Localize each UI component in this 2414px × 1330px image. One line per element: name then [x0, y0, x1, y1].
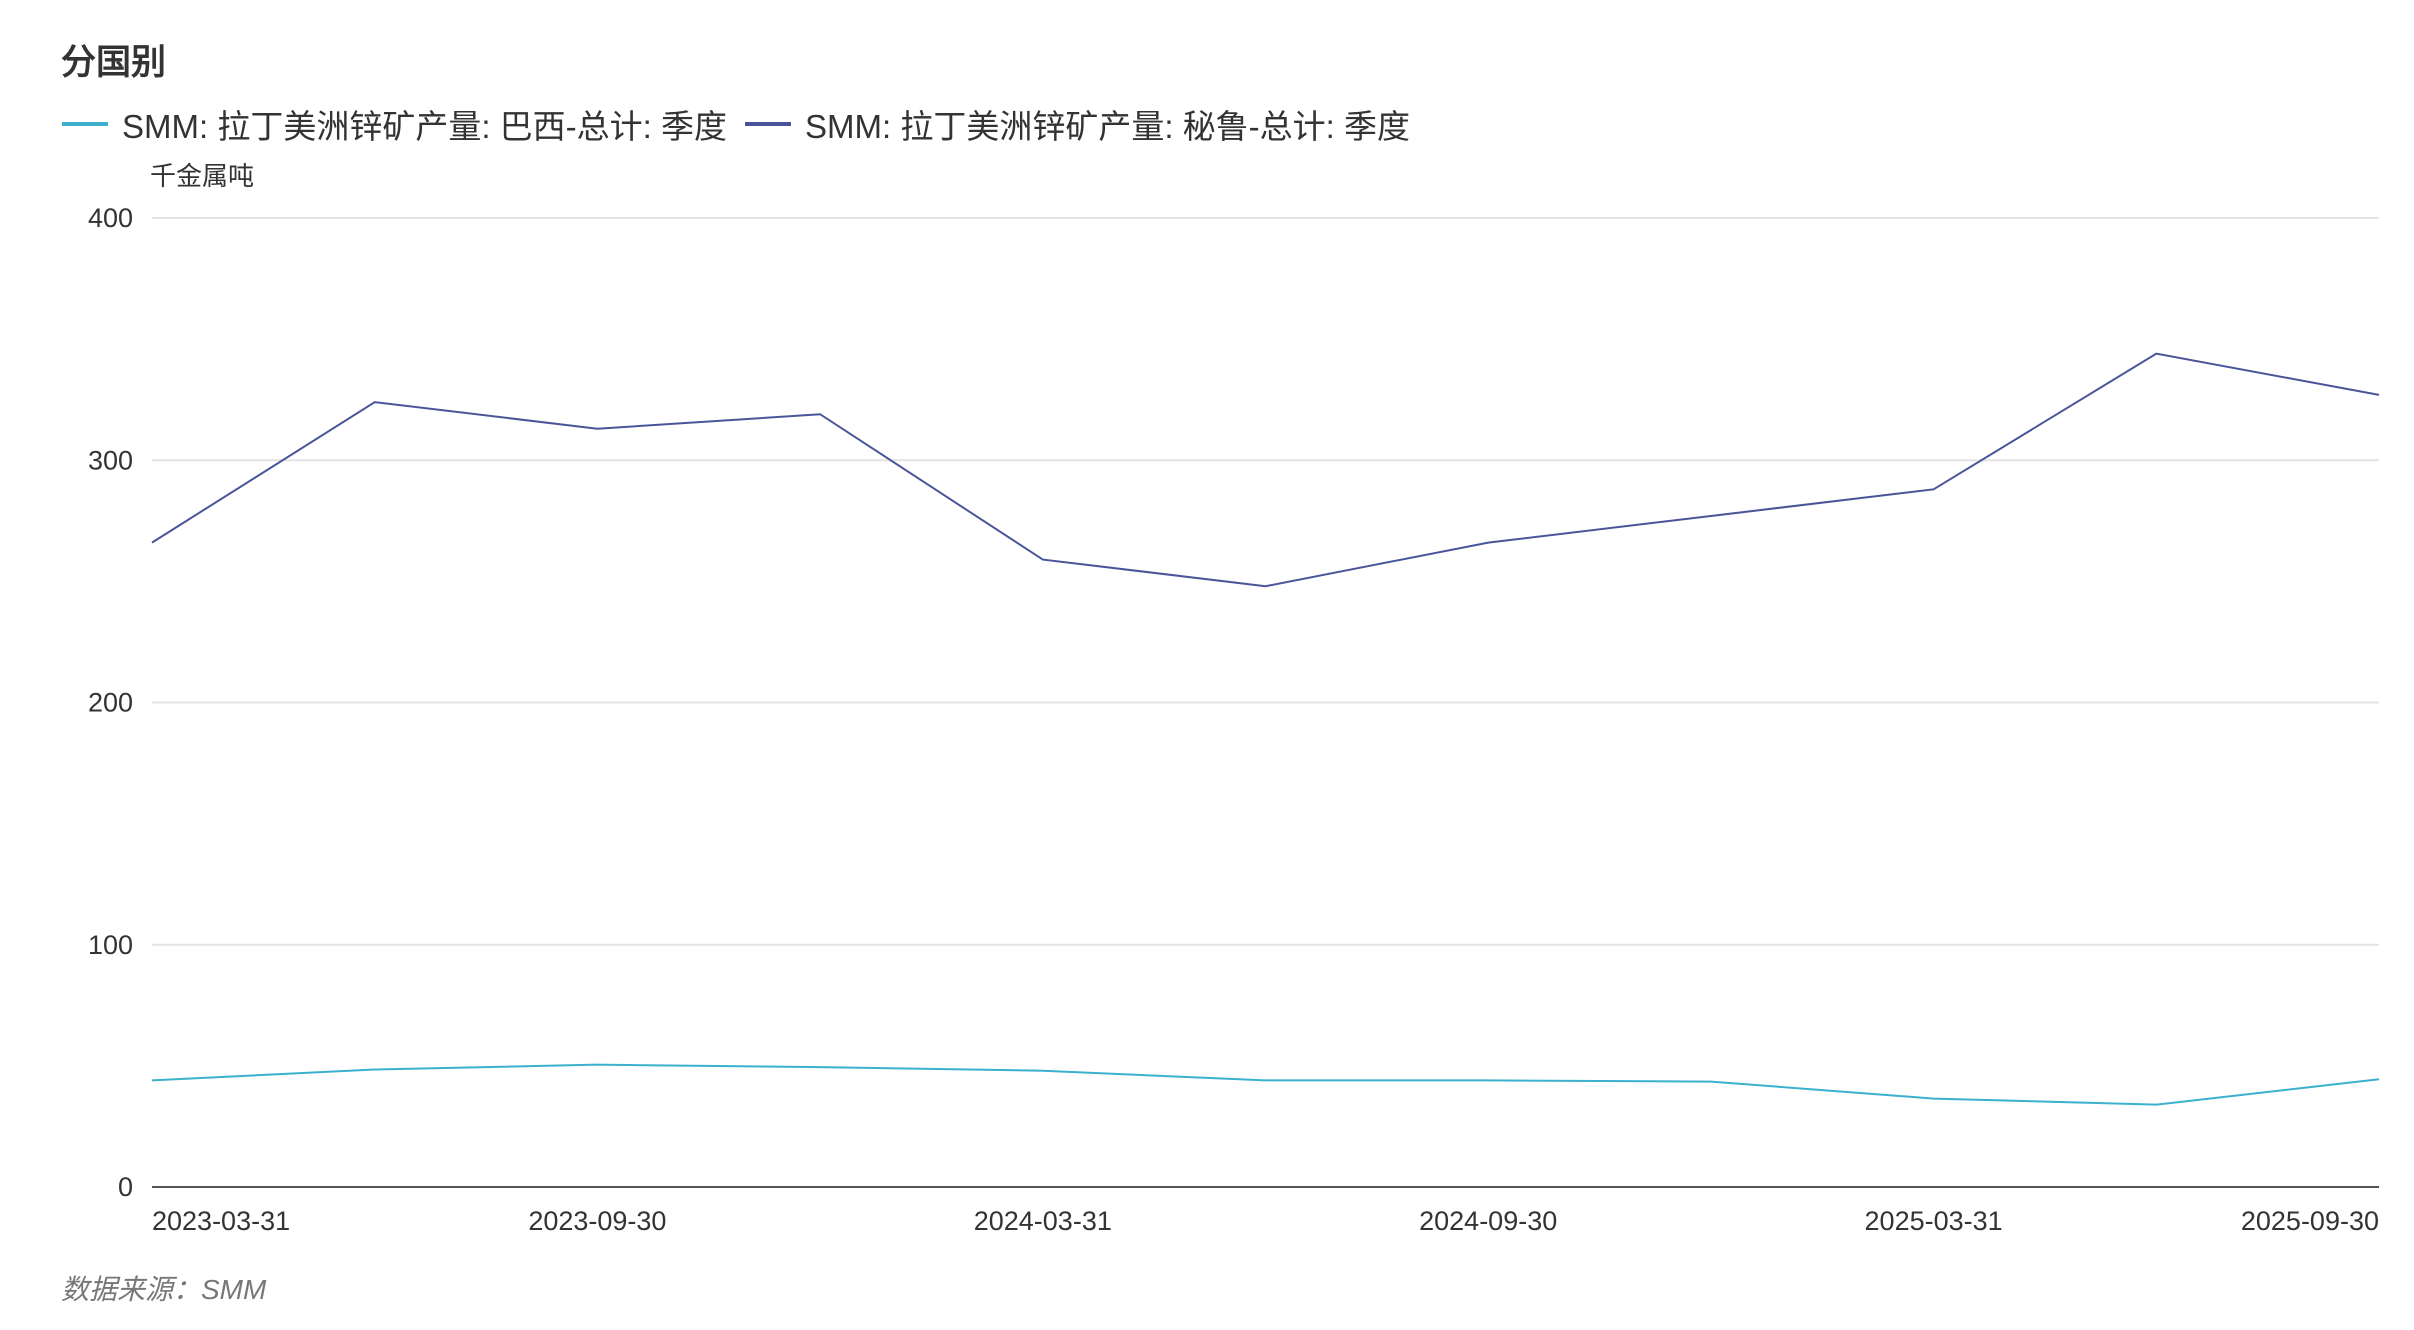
legend-label-peru: SMM: 拉丁美洲锌矿产量: 秘鲁-总计: 季度: [805, 108, 1410, 145]
chart-title: 分国别: [61, 43, 167, 82]
x-tick-label: 2023-09-30: [528, 1206, 666, 1236]
x-tick-label: 2024-03-31: [974, 1206, 1112, 1236]
y-tick-label: 100: [88, 930, 133, 960]
series-line-peru: [151, 352, 2380, 588]
y-tick-label: 400: [88, 203, 133, 233]
y-tick-label: 0: [118, 1172, 133, 1202]
data-source: 数据来源：SMM: [61, 1274, 267, 1305]
x-tick-label: 2023-03-31: [152, 1206, 290, 1236]
legend-label-brazil: SMM: 拉丁美洲锌矿产量: 巴西-总计: 季度: [122, 108, 727, 145]
legend-swatch-peru: [745, 122, 791, 126]
legend-swatch-brazil: [62, 122, 108, 126]
y-axis-unit-label: 千金属吨: [150, 161, 255, 191]
x-tick-label: 2025-09-30: [2241, 1206, 2379, 1236]
y-tick-label: 200: [88, 688, 133, 718]
legend-item-peru[interactable]: SMM: 拉丁美洲锌矿产量: 秘鲁-总计: 季度: [745, 100, 1410, 148]
x-tick-label: 2024-09-30: [1419, 1206, 1557, 1236]
y-tick-label: 300: [88, 445, 133, 475]
series-line-brazil: [151, 1063, 2380, 1106]
legend: SMM: 拉丁美洲锌矿产量: 巴西-总计: 季度 SMM: 拉丁美洲锌矿产量: …: [62, 100, 1428, 148]
legend-item-brazil[interactable]: SMM: 拉丁美洲锌矿产量: 巴西-总计: 季度: [62, 100, 727, 148]
x-tick-label: 2025-03-31: [1865, 1206, 2003, 1236]
